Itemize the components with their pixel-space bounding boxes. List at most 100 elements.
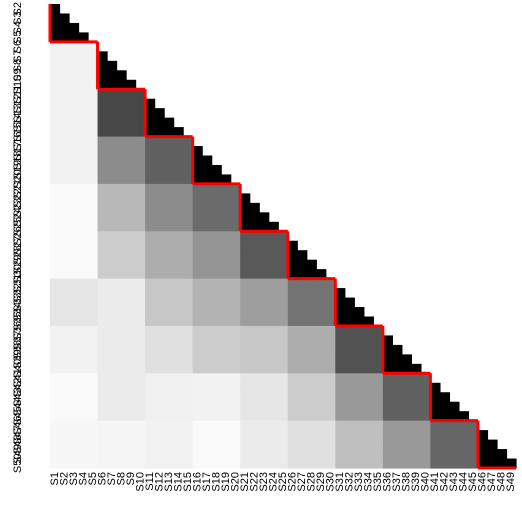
x-tick-label: S16 [191, 472, 203, 492]
heatmap-cell [221, 297, 232, 308]
heatmap-cell [116, 89, 127, 100]
y-tick-label: S40 [12, 359, 24, 379]
heatmap-cell [221, 316, 232, 327]
y-tick-label: S24 [12, 207, 24, 227]
heatmap-cell [145, 392, 156, 403]
y-axis-labels: S2S3S4S5S6S7S8S9S10S11S12S13S14S15S16S17… [12, 2, 24, 473]
heatmap-cell [297, 382, 308, 393]
heatmap-cell [154, 449, 165, 460]
heatmap-cell [316, 382, 327, 393]
heatmap-cell [211, 259, 222, 270]
heatmap-cell [126, 146, 137, 157]
heatmap-cell [230, 382, 241, 393]
heatmap-cell [202, 288, 213, 299]
heatmap-cell [411, 439, 422, 450]
heatmap-cell [335, 344, 346, 355]
heatmap-cell [59, 155, 70, 166]
heatmap-cell [202, 174, 213, 185]
heatmap-cell [69, 51, 80, 62]
heatmap-cell [325, 430, 336, 441]
heatmap-cell [69, 60, 80, 71]
heatmap-cell [401, 439, 412, 450]
heatmap-cell [126, 354, 137, 365]
heatmap-cell [183, 335, 194, 346]
heatmap-cell [240, 221, 251, 232]
heatmap-cell [240, 240, 251, 251]
heatmap-cell [145, 202, 156, 213]
heatmap-cell [183, 136, 194, 147]
heatmap-cell [382, 344, 393, 355]
heatmap-cell [325, 297, 336, 308]
heatmap-cell [116, 174, 127, 185]
heatmap-cell [145, 250, 156, 261]
heatmap-cell [240, 335, 251, 346]
x-tick-label: S6 [96, 472, 108, 485]
heatmap-cell [145, 307, 156, 318]
heatmap-cell [135, 164, 146, 176]
heatmap-cell [69, 411, 80, 422]
heatmap-cell [145, 373, 156, 384]
heatmap-cell [183, 202, 194, 213]
heatmap-cell [202, 202, 213, 213]
heatmap-cell [192, 354, 203, 365]
heatmap-cell [211, 307, 222, 318]
heatmap-cell [107, 259, 118, 270]
heatmap-cell [221, 373, 232, 384]
heatmap-cell [183, 183, 194, 194]
heatmap-cell [259, 297, 270, 308]
heatmap-cell [401, 420, 412, 431]
heatmap-cell [392, 420, 403, 431]
heatmap-cell [69, 354, 80, 365]
heatmap-cell [420, 373, 432, 384]
heatmap-cell [211, 193, 222, 204]
heatmap-cell [344, 392, 355, 403]
heatmap-cell [107, 363, 118, 374]
heatmap-cell [69, 164, 80, 176]
heatmap-cell [107, 79, 118, 90]
heatmap-cell [59, 363, 70, 374]
heatmap-cell [164, 183, 175, 194]
heatmap-cell [306, 259, 317, 270]
heatmap-cell [458, 430, 470, 441]
heatmap-cell [126, 231, 137, 242]
heatmap-cell [107, 392, 118, 403]
heatmap-cell [192, 316, 203, 327]
heatmap-cell [173, 420, 184, 431]
heatmap-cell [126, 269, 137, 280]
heatmap-cell [50, 240, 61, 251]
heatmap-cell [88, 344, 99, 355]
y-tick-label: S7 [12, 49, 24, 62]
heatmap-cell [135, 89, 146, 100]
heatmap-cell [116, 373, 127, 384]
heatmap-cell [354, 354, 365, 365]
heatmap-cell [183, 155, 194, 166]
heatmap-cell [401, 373, 412, 384]
heatmap-cell [287, 307, 298, 318]
heatmap-cell [183, 430, 194, 441]
heatmap-cell [69, 22, 80, 34]
heatmap-cell [154, 411, 165, 422]
y-tick-label: S27 [12, 236, 24, 256]
heatmap-cell [69, 363, 80, 374]
heatmap-cell [164, 363, 175, 374]
heatmap-cell [297, 335, 308, 346]
heatmap-cell [268, 430, 279, 441]
heatmap-cell [50, 420, 61, 431]
heatmap-cell [88, 259, 99, 270]
heatmap-cell [306, 401, 317, 412]
heatmap-cell [344, 344, 355, 355]
heatmap-cell [211, 164, 222, 176]
heatmap-cell [88, 439, 99, 450]
heatmap-cell [354, 335, 365, 346]
heatmap-cell [164, 240, 175, 251]
heatmap-cell [154, 344, 165, 355]
heatmap-cell [240, 193, 251, 204]
heatmap-cell [135, 98, 146, 109]
heatmap-cell [192, 174, 203, 185]
heatmap-cell [173, 297, 184, 308]
heatmap-cell [230, 193, 241, 204]
heatmap-cell [173, 221, 184, 232]
heatmap-cell [88, 449, 99, 460]
heatmap-cell [221, 335, 232, 346]
heatmap-cell [192, 288, 203, 299]
